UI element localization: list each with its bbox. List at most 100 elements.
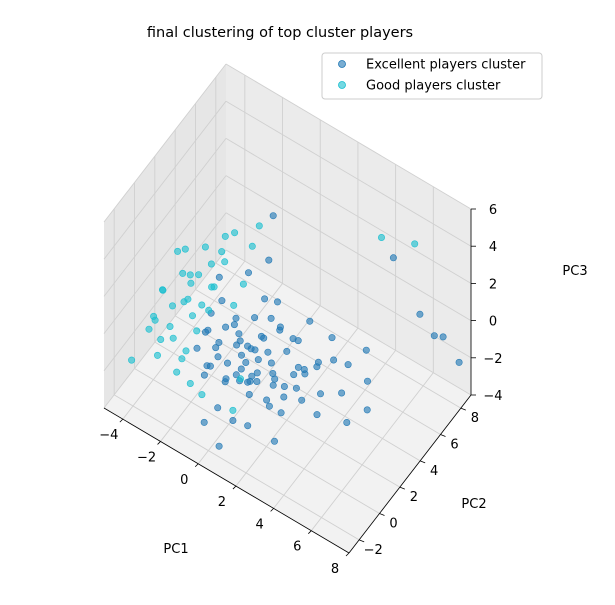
x-tick-label: −2 xyxy=(137,450,156,465)
grid-line-z xyxy=(225,63,472,210)
data-point-excellent xyxy=(289,335,297,343)
data-point-good xyxy=(145,325,153,333)
x-tick-mark xyxy=(157,441,161,445)
data-point-good xyxy=(157,335,165,343)
data-point-good xyxy=(255,222,263,230)
x-axis-label: PC1 xyxy=(163,542,188,557)
data-point-good xyxy=(210,283,218,291)
grid-line-z xyxy=(103,100,227,260)
grid-line-x xyxy=(273,350,396,509)
data-point-excellent xyxy=(290,371,298,379)
data-point-excellent xyxy=(247,345,255,353)
data-point-good xyxy=(154,351,162,359)
data-point-excellent xyxy=(260,334,268,342)
data-point-good xyxy=(166,322,174,330)
data-point-good xyxy=(179,269,187,277)
y-tick-mark xyxy=(359,539,365,543)
data-point-excellent xyxy=(261,295,269,303)
legend: Excellent players cluster Good players c… xyxy=(321,52,543,100)
z-tick-label: −4 xyxy=(483,389,502,404)
data-point-excellent xyxy=(193,344,201,352)
data-point-excellent xyxy=(264,348,272,356)
data-point-excellent xyxy=(330,356,338,364)
data-point-excellent xyxy=(328,334,336,342)
legend-label-excellent: Excellent players cluster xyxy=(366,58,526,73)
grid-line-z xyxy=(103,249,227,409)
data-point-good xyxy=(174,247,182,255)
data-point-excellent xyxy=(276,323,284,331)
data-point-excellent xyxy=(203,362,211,370)
data-point-good xyxy=(189,312,197,320)
legend-marker-excellent xyxy=(338,60,346,68)
data-point-excellent xyxy=(439,333,447,341)
data-point-excellent xyxy=(430,332,438,340)
data-point-good xyxy=(186,379,194,387)
y-axis-label: PC2 xyxy=(461,497,486,512)
data-point-excellent xyxy=(277,409,285,417)
data-point-excellent xyxy=(269,212,277,220)
data-point-excellent xyxy=(224,359,232,367)
data-point-excellent xyxy=(362,346,370,354)
data-point-excellent xyxy=(313,411,321,419)
data-point-excellent xyxy=(244,422,252,430)
x-tick-mark xyxy=(345,552,350,557)
data-point-excellent xyxy=(200,418,208,426)
data-point-excellent xyxy=(280,382,288,390)
data-point-good xyxy=(198,391,206,399)
x-tick-label: 6 xyxy=(293,540,301,555)
data-point-excellent xyxy=(267,359,275,367)
legend-marker-good xyxy=(338,81,346,89)
grid-line-z xyxy=(225,249,472,396)
x-tick-label: 0 xyxy=(180,473,188,488)
data-point-excellent xyxy=(215,442,223,450)
y-tick-label: −2 xyxy=(364,543,383,558)
data-point-excellent xyxy=(218,297,226,305)
data-point-good xyxy=(195,271,203,279)
data-point-excellent xyxy=(389,254,397,262)
data-point-good xyxy=(230,301,238,309)
grid-line-y xyxy=(134,368,380,514)
x-tick-mark xyxy=(194,463,199,468)
data-point-good xyxy=(169,334,177,342)
data-point-excellent xyxy=(245,390,253,398)
chart-title: final clustering of top cluster players xyxy=(147,25,413,41)
data-point-excellent xyxy=(416,310,424,318)
data-point-excellent xyxy=(237,365,245,373)
data-point-excellent xyxy=(283,347,291,355)
z-tick-label: −2 xyxy=(483,352,502,367)
data-point-excellent xyxy=(316,390,324,398)
data-point-good xyxy=(239,280,247,288)
data-point-excellent xyxy=(253,377,261,385)
data-point-good xyxy=(201,243,209,251)
y-tick-mark xyxy=(420,460,426,464)
data-point-excellent xyxy=(244,378,252,386)
data-point-excellent xyxy=(344,361,352,369)
x-tick-label: 2 xyxy=(218,495,226,510)
data-point-excellent xyxy=(338,389,346,397)
x-axis-line xyxy=(103,407,350,554)
data-point-excellent xyxy=(253,369,261,377)
data-point-good xyxy=(221,232,229,240)
data-point-excellent xyxy=(235,330,243,338)
data-point-excellent xyxy=(273,298,281,306)
legend-box xyxy=(321,52,543,100)
data-point-good xyxy=(186,271,194,279)
data-point-excellent xyxy=(270,437,278,445)
y-tick-label: 2 xyxy=(410,490,418,505)
data-point-good xyxy=(248,242,256,250)
data-point-excellent xyxy=(212,344,220,352)
data-point-good xyxy=(221,258,229,266)
data-point-good xyxy=(377,234,385,242)
grid-line-x xyxy=(235,327,359,487)
grid-line-z xyxy=(103,138,227,297)
x-tick-label: 8 xyxy=(331,562,339,577)
grid-line-x xyxy=(310,372,434,531)
y-tick-mark xyxy=(379,513,385,516)
y-tick-mark xyxy=(460,407,466,411)
z-tick-label: 0 xyxy=(489,315,497,330)
z-axis-label: PC3 xyxy=(562,264,587,279)
data-point-excellent xyxy=(269,369,277,377)
z-tick-label: 6 xyxy=(489,203,497,218)
data-point-good xyxy=(169,302,177,310)
